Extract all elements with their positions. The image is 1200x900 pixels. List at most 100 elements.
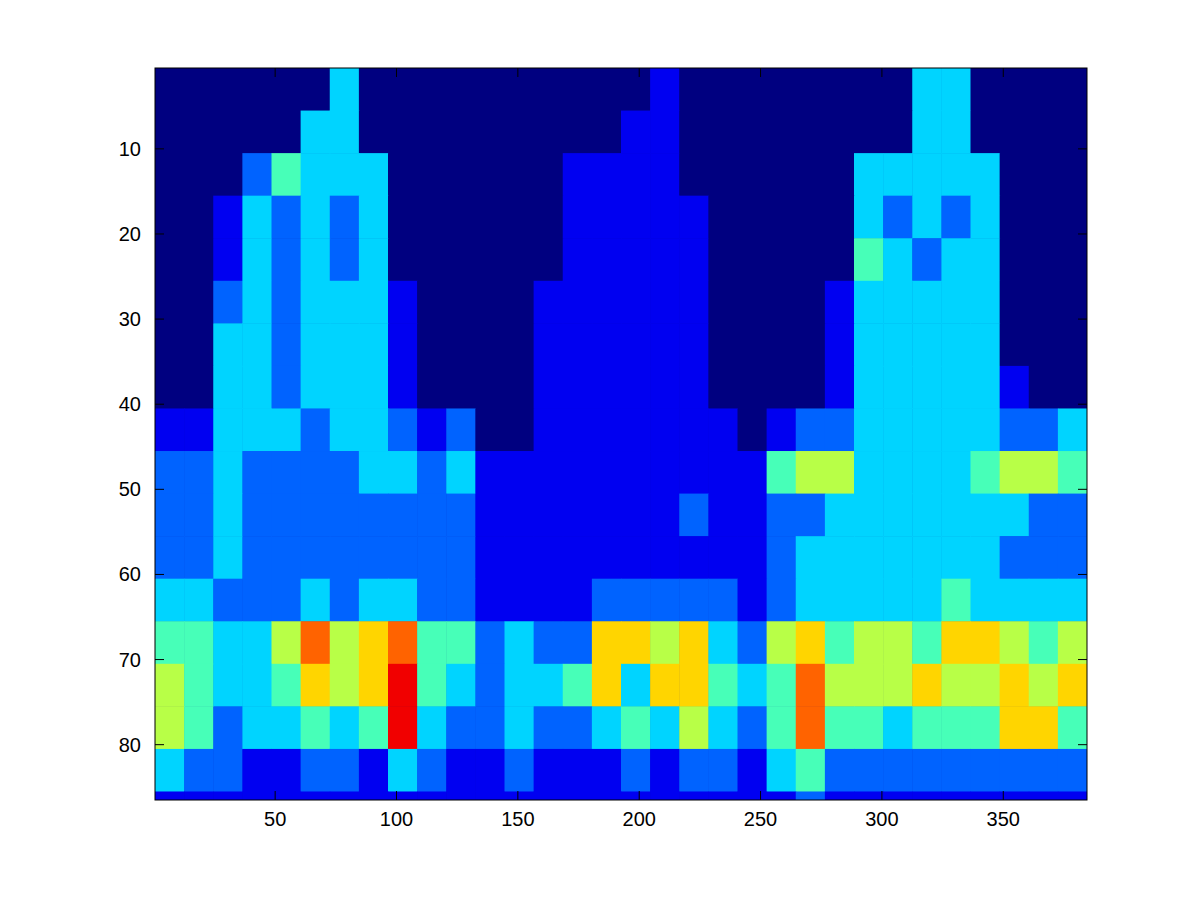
x-tick (760, 68, 761, 77)
cell (301, 536, 331, 579)
cell (679, 408, 709, 451)
cell (417, 664, 447, 707)
cell (738, 621, 768, 664)
y-tick (1078, 744, 1087, 745)
y-tick-label: 70 (119, 649, 141, 671)
cell (592, 111, 622, 154)
cell (796, 68, 826, 111)
cell (242, 111, 272, 154)
cell (272, 68, 302, 111)
cell (301, 366, 331, 409)
cell (330, 281, 360, 324)
cell (1029, 621, 1059, 664)
cell (213, 451, 243, 494)
cell (534, 281, 564, 324)
cell (563, 408, 593, 451)
cell (534, 579, 564, 622)
y-tick (1078, 574, 1087, 575)
cell (534, 621, 564, 664)
cell (359, 494, 389, 537)
cell (592, 494, 622, 537)
cell (708, 323, 738, 366)
cell (708, 408, 738, 451)
cell (301, 791, 331, 800)
cell (475, 68, 505, 111)
cell (155, 536, 185, 579)
cell (971, 579, 1001, 622)
cell (213, 664, 243, 707)
cell (272, 494, 302, 537)
cell (475, 791, 505, 800)
y-tick (1078, 659, 1087, 660)
cell (767, 494, 797, 537)
cell (184, 408, 214, 451)
cell (708, 664, 738, 707)
cell (679, 366, 709, 409)
cell (708, 494, 738, 537)
cell (767, 366, 797, 409)
cell (592, 791, 622, 800)
cell (767, 621, 797, 664)
cell (301, 451, 331, 494)
cell (388, 579, 418, 622)
cell (854, 68, 884, 111)
cell (1058, 579, 1087, 622)
cell (941, 408, 971, 451)
cell (767, 451, 797, 494)
cell (446, 664, 476, 707)
cell (417, 494, 447, 537)
cell (941, 281, 971, 324)
cell (796, 706, 826, 749)
x-tick (517, 791, 518, 800)
cell (971, 706, 1001, 749)
cell (359, 706, 389, 749)
cell (825, 664, 855, 707)
cell (359, 791, 389, 800)
cell (505, 706, 535, 749)
cell (446, 494, 476, 537)
cell (242, 366, 272, 409)
cell (767, 111, 797, 154)
cell (592, 153, 622, 196)
cell (184, 111, 214, 154)
cell (971, 621, 1001, 664)
cell (883, 451, 913, 494)
cell (1000, 238, 1030, 281)
cell (592, 238, 622, 281)
cell (708, 451, 738, 494)
cell (505, 323, 535, 366)
cell (912, 451, 942, 494)
y-tick (155, 233, 164, 234)
cell (1000, 791, 1030, 800)
cell (1058, 706, 1087, 749)
cell (301, 664, 331, 707)
cell (825, 791, 855, 800)
cell (708, 68, 738, 111)
cell (883, 791, 913, 800)
cell (767, 408, 797, 451)
cell (534, 494, 564, 537)
cell (505, 536, 535, 579)
x-tick (639, 68, 640, 77)
cell (825, 536, 855, 579)
cell (738, 238, 768, 281)
cell (592, 408, 622, 451)
cell (505, 664, 535, 707)
cell (971, 451, 1001, 494)
cell (854, 579, 884, 622)
cell (505, 238, 535, 281)
cell (854, 536, 884, 579)
frame (155, 68, 1087, 800)
cell (912, 323, 942, 366)
cell (854, 238, 884, 281)
cell (971, 68, 1001, 111)
cell (330, 664, 360, 707)
cell (155, 579, 185, 622)
cell (825, 111, 855, 154)
cell (796, 323, 826, 366)
cell (912, 706, 942, 749)
cell (505, 791, 535, 800)
cell (854, 494, 884, 537)
cell (242, 68, 272, 111)
cell (1000, 664, 1030, 707)
